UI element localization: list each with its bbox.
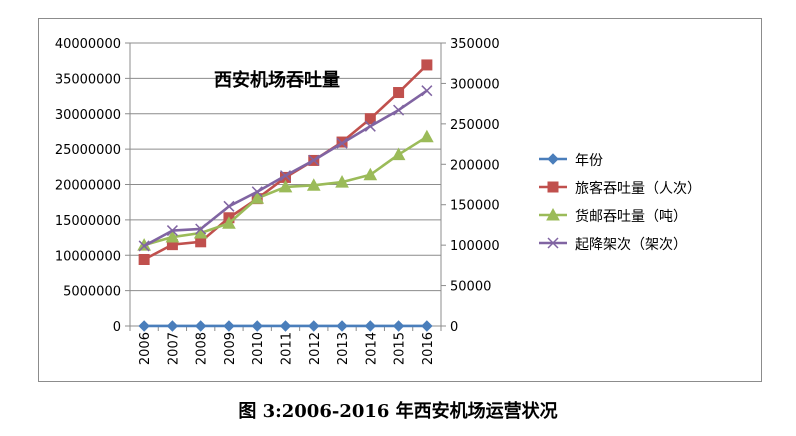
data-point bbox=[421, 320, 433, 332]
x-tick-label: 2015 bbox=[393, 332, 408, 365]
y-right-tick-label: 150000 bbox=[450, 199, 500, 214]
legend-label: 年份 bbox=[575, 153, 603, 169]
data-point bbox=[364, 113, 376, 125]
x-tick-label: 2008 bbox=[195, 332, 210, 365]
data-point bbox=[138, 240, 150, 252]
data-point bbox=[165, 230, 180, 243]
data-point bbox=[166, 320, 179, 332]
chart-frame: 0 5000000 10000000 15000000 20000000 25000000… bbox=[38, 18, 762, 382]
data-point bbox=[421, 85, 433, 97]
data-point bbox=[306, 178, 321, 191]
data-point bbox=[222, 216, 236, 229]
data-point bbox=[364, 120, 376, 132]
data-point bbox=[279, 320, 292, 332]
data-point bbox=[138, 320, 150, 332]
y-left-tick-label: 35000000 bbox=[55, 72, 121, 87]
y-left-tick-label: 30000000 bbox=[55, 108, 121, 123]
legend-label: 旅客吞吐量（人次） bbox=[575, 180, 701, 197]
data-point bbox=[250, 191, 265, 204]
y-right-tick-label: 350000 bbox=[450, 37, 500, 52]
series-layer bbox=[137, 59, 434, 332]
legend-marker bbox=[547, 237, 559, 249]
y-right-tick-label: 100000 bbox=[450, 239, 500, 254]
legend-label: 货邮吞吐量（吨） bbox=[575, 208, 687, 225]
data-point bbox=[393, 87, 405, 99]
chart-canvas: 0 5000000 10000000 15000000 20000000 25000000… bbox=[55, 37, 701, 365]
legend-item: 起降架次（架次） bbox=[539, 237, 687, 253]
y-left-tick-label: 15000000 bbox=[55, 214, 121, 229]
legend-item: 旅客吞吐量（人次） bbox=[539, 180, 701, 197]
data-point bbox=[308, 320, 320, 332]
x-tick-label: 2006 bbox=[138, 332, 153, 365]
y-right-tick-label: 200000 bbox=[450, 158, 500, 173]
x-tick-label: 2016 bbox=[421, 332, 436, 365]
y-right-tick-label: 300000 bbox=[450, 77, 500, 92]
data-point bbox=[166, 225, 178, 237]
y-right-tick-label: 50000 bbox=[450, 280, 491, 295]
y-right-tick-label: 0 bbox=[450, 320, 458, 335]
data-point bbox=[223, 320, 235, 332]
y-left-tick-label: 20000000 bbox=[55, 179, 121, 194]
legend-item: 年份 bbox=[539, 153, 603, 169]
y-left-tick-label: 5000000 bbox=[63, 285, 121, 300]
x-tick-label: 2011 bbox=[280, 332, 295, 365]
data-point bbox=[391, 147, 406, 161]
data-point bbox=[251, 186, 263, 198]
data-point bbox=[223, 200, 235, 212]
x-tick-label: 2012 bbox=[308, 332, 323, 365]
data-point bbox=[392, 320, 405, 332]
legend-label: 起降架次（架次） bbox=[575, 237, 687, 253]
axes: 0 5000000 10000000 15000000 20000000 25000000… bbox=[55, 37, 500, 365]
data-point bbox=[363, 167, 378, 181]
data-point bbox=[278, 179, 293, 193]
data-point bbox=[421, 59, 433, 71]
legend-marker bbox=[547, 181, 559, 193]
data-point bbox=[335, 175, 349, 188]
data-point bbox=[194, 320, 207, 332]
x-tick-label: 2014 bbox=[364, 332, 379, 365]
chart-title: 西安机场吞吐量 bbox=[214, 69, 340, 91]
data-point bbox=[393, 104, 405, 116]
data-point bbox=[364, 320, 377, 332]
y-left-tick-label: 10000000 bbox=[55, 249, 121, 264]
y-left-tick-label: 25000000 bbox=[55, 143, 121, 158]
data-point bbox=[251, 320, 263, 332]
y-right-tick-label: 250000 bbox=[450, 118, 500, 133]
legend-marker bbox=[547, 153, 559, 165]
data-point bbox=[336, 320, 348, 332]
series-3 bbox=[138, 85, 433, 252]
x-tick-label: 2009 bbox=[223, 332, 238, 365]
data-point bbox=[138, 253, 150, 265]
data-point bbox=[308, 154, 320, 166]
x-tick-label: 2007 bbox=[166, 332, 181, 365]
data-point bbox=[279, 170, 292, 182]
y-left-tick-label: 0 bbox=[113, 320, 121, 335]
x-tick-label: 2013 bbox=[336, 332, 351, 365]
figure-caption: 图 3:2006-2016 年西安机场运营状况 bbox=[238, 401, 558, 422]
data-point bbox=[420, 129, 434, 143]
x-tick-label: 2010 bbox=[251, 332, 266, 365]
series-0 bbox=[138, 320, 433, 332]
data-point bbox=[336, 137, 348, 149]
legend-marker bbox=[546, 207, 560, 221]
data-point bbox=[195, 223, 207, 235]
y-left-tick-label: 40000000 bbox=[55, 37, 121, 52]
legend-item: 货邮吞吐量（吨） bbox=[539, 207, 687, 225]
